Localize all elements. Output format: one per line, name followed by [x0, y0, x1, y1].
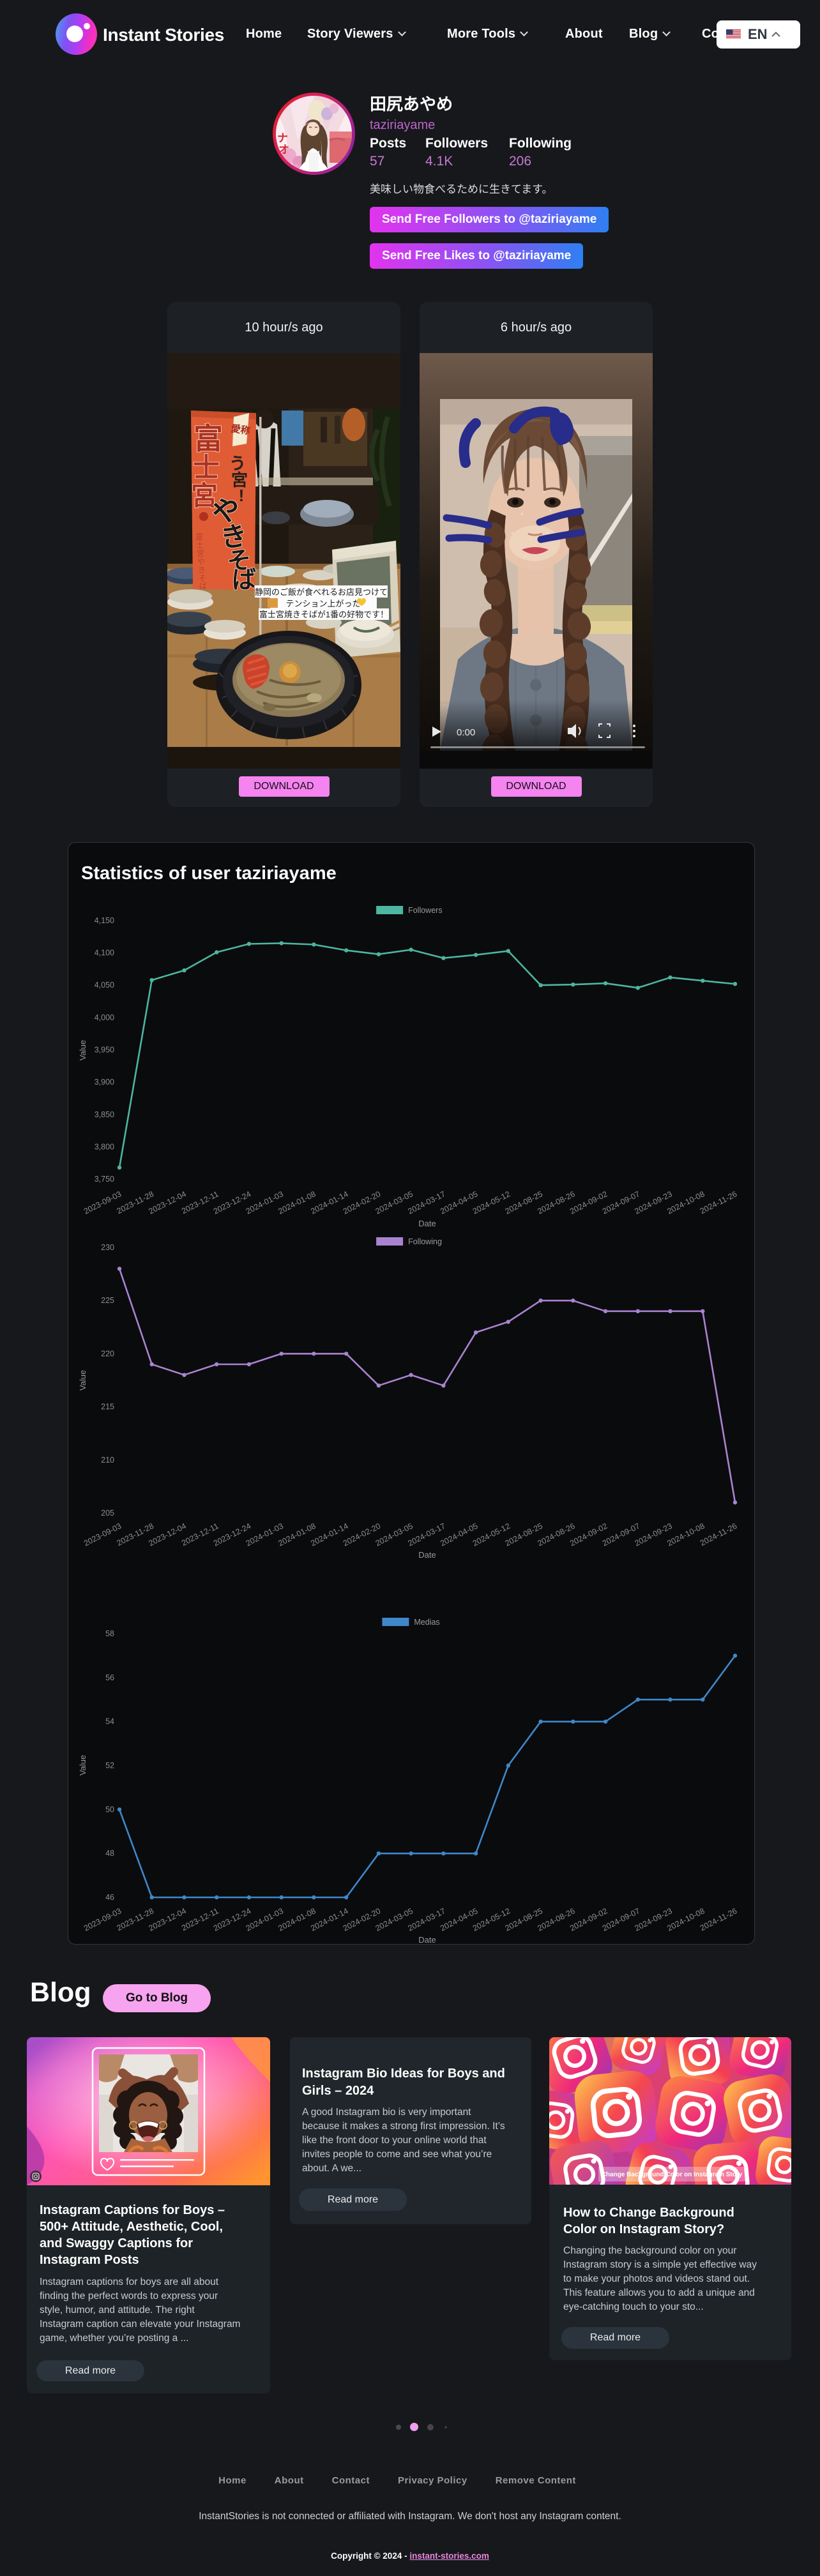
svg-text:!: !	[239, 486, 245, 505]
svg-text:50: 50	[105, 1805, 114, 1814]
svg-text:富: 富	[195, 532, 203, 541]
svg-text:愛称: 愛称	[231, 423, 251, 437]
svg-text:宮: 宮	[197, 548, 204, 558]
svg-text:52: 52	[105, 1761, 114, 1770]
svg-text:う: う	[229, 454, 246, 473]
svg-text:3,750: 3,750	[95, 1175, 114, 1184]
svg-text:56: 56	[105, 1673, 114, 1682]
svg-text:そ: そ	[226, 546, 253, 576]
svg-text:3,800: 3,800	[95, 1142, 114, 1151]
svg-text:宮: 宮	[231, 471, 248, 490]
svg-text:3,900: 3,900	[95, 1078, 114, 1087]
svg-text:Change Background Color on Ins: Change Background Color on Instagram Sto…	[602, 2171, 743, 2178]
svg-text:4,150: 4,150	[95, 916, 114, 925]
svg-text:4,000: 4,000	[95, 1013, 114, 1022]
svg-text:Following: Following	[408, 1237, 442, 1246]
svg-text:3,850: 3,850	[95, 1110, 114, 1119]
svg-text:そ: そ	[199, 574, 206, 583]
svg-text:3,950: 3,950	[95, 1046, 114, 1055]
svg-text:230: 230	[101, 1243, 114, 1252]
svg-text:Value: Value	[78, 1370, 87, 1390]
svg-text:215: 215	[101, 1403, 114, 1412]
svg-text:Value: Value	[78, 1040, 87, 1060]
svg-text:Value: Value	[78, 1755, 87, 1775]
svg-text:静岡のご飯が食べれるお店見つけて: 静岡のご飯が食べれるお店見つけて	[255, 587, 388, 597]
svg-text:Date: Date	[418, 1219, 436, 1228]
svg-text:2024-11-26: 2024-11-26	[699, 1521, 739, 1548]
svg-text:Followers: Followers	[408, 906, 443, 915]
svg-text:ば: ば	[232, 567, 256, 594]
svg-text:210: 210	[101, 1456, 114, 1465]
svg-text:テンション上がった: テンション上がった	[285, 599, 360, 608]
svg-text:ナ: ナ	[277, 132, 288, 144]
svg-text:士: 士	[196, 541, 204, 550]
svg-text:Date: Date	[418, 1550, 436, 1560]
svg-text:士: 士	[193, 453, 220, 483]
svg-text:富: 富	[194, 422, 223, 455]
svg-text:き: き	[198, 566, 206, 575]
svg-text:220: 220	[101, 1349, 114, 1358]
svg-text:オ: オ	[278, 144, 289, 156]
svg-text:富士宮焼きそばが1番の好物です！: 富士宮焼きそばが1番の好物です！	[259, 610, 388, 619]
svg-text:58: 58	[105, 1629, 114, 1638]
svg-text:Date: Date	[418, 1935, 436, 1945]
svg-text:4,050: 4,050	[95, 981, 114, 990]
svg-text:ば: ば	[199, 582, 207, 591]
svg-text:2024-11-26: 2024-11-26	[699, 1189, 739, 1216]
svg-text:205: 205	[101, 1509, 114, 1518]
svg-text:Medias: Medias	[414, 1618, 439, 1627]
svg-text:54: 54	[105, 1717, 114, 1726]
svg-text:48: 48	[105, 1849, 114, 1858]
svg-text:0:00: 0:00	[457, 727, 475, 738]
svg-text:4,100: 4,100	[95, 949, 114, 958]
svg-text:225: 225	[101, 1296, 114, 1305]
svg-text:や: や	[197, 557, 205, 566]
svg-text:46: 46	[105, 1893, 114, 1902]
svg-text:宮: 宮	[191, 481, 218, 511]
svg-text:2024-11-26: 2024-11-26	[699, 1906, 739, 1932]
svg-text:き: き	[218, 520, 249, 553]
